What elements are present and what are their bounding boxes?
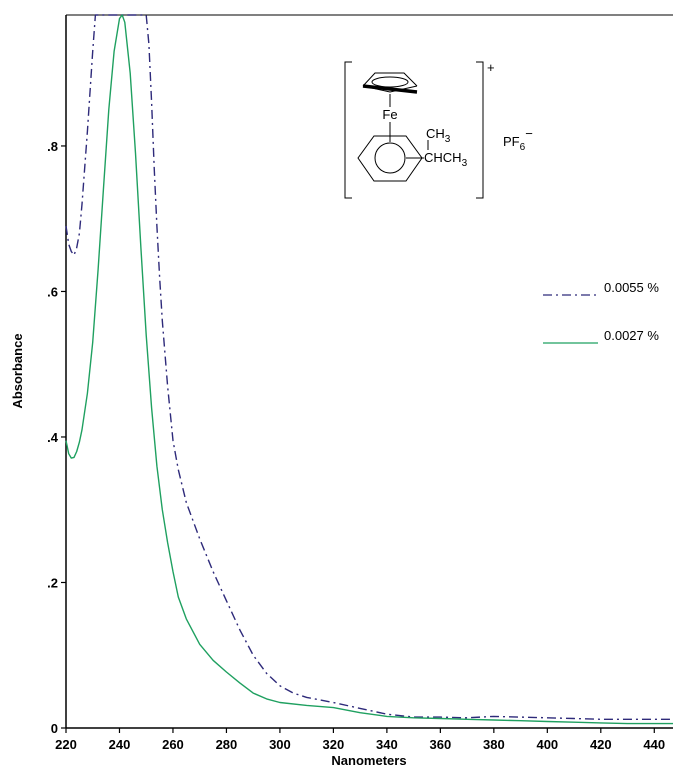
axes bbox=[65, 14, 673, 729]
y-tick-label-2: .4 bbox=[47, 430, 59, 445]
x-tick-label-340: 340 bbox=[376, 737, 398, 752]
series-line-1 bbox=[65, 14, 673, 725]
y-tick-label-1: .2 bbox=[47, 575, 58, 590]
series-group bbox=[65, 14, 673, 725]
series-line-0 bbox=[65, 14, 673, 720]
y-tick-label-4: .8 bbox=[47, 139, 58, 154]
complex-charge: + bbox=[487, 60, 495, 75]
isopropyl-label: CHCH3 bbox=[424, 150, 468, 169]
x-tick-label-380: 380 bbox=[483, 737, 505, 752]
x-axis-title: Nanometers bbox=[331, 753, 406, 768]
x-tick-label-240: 240 bbox=[109, 737, 131, 752]
chemical-structure: + Fe CH3 CHCH3 PF6− bbox=[344, 60, 533, 199]
x-tick-label-400: 400 bbox=[536, 737, 558, 752]
x-tick-label-300: 300 bbox=[269, 737, 291, 752]
legend-item-1: 0.0027 % bbox=[543, 328, 659, 344]
y-tick-label-3: .6 bbox=[47, 284, 58, 299]
cyclopentadienyl-ring bbox=[362, 72, 418, 94]
y-tick-label-0: 0 bbox=[51, 721, 58, 736]
x-tick-label-320: 320 bbox=[323, 737, 345, 752]
legend: 0.0055 % 0.0027 % bbox=[543, 280, 659, 344]
y-axis-title: Absorbance bbox=[10, 333, 25, 408]
y-ticks: 0 .2 .4 .6 .8 bbox=[47, 139, 66, 736]
legend-label-0: 0.0055 % bbox=[604, 280, 659, 295]
counterion-label: PF6− bbox=[503, 126, 533, 153]
x-tick-label-260: 260 bbox=[162, 737, 184, 752]
x-tick-label-360: 360 bbox=[430, 737, 452, 752]
x-tick-label-440: 440 bbox=[643, 737, 665, 752]
x-tick-label-280: 280 bbox=[216, 737, 238, 752]
left-bracket bbox=[344, 61, 352, 199]
right-bracket bbox=[476, 61, 484, 199]
x-tick-label-420: 420 bbox=[590, 737, 612, 752]
x-ticks: 220 240 260 280 300 320 340 360 380 400 420 440 bbox=[55, 728, 665, 752]
legend-item-0: 0.0055 % bbox=[543, 280, 659, 296]
x-tick-label-220: 220 bbox=[55, 737, 77, 752]
methyl-top-label: CH3 bbox=[426, 126, 451, 145]
benzene-ring bbox=[357, 135, 423, 182]
legend-label-1: 0.0027 % bbox=[604, 328, 659, 343]
fe-label: Fe bbox=[382, 107, 397, 122]
